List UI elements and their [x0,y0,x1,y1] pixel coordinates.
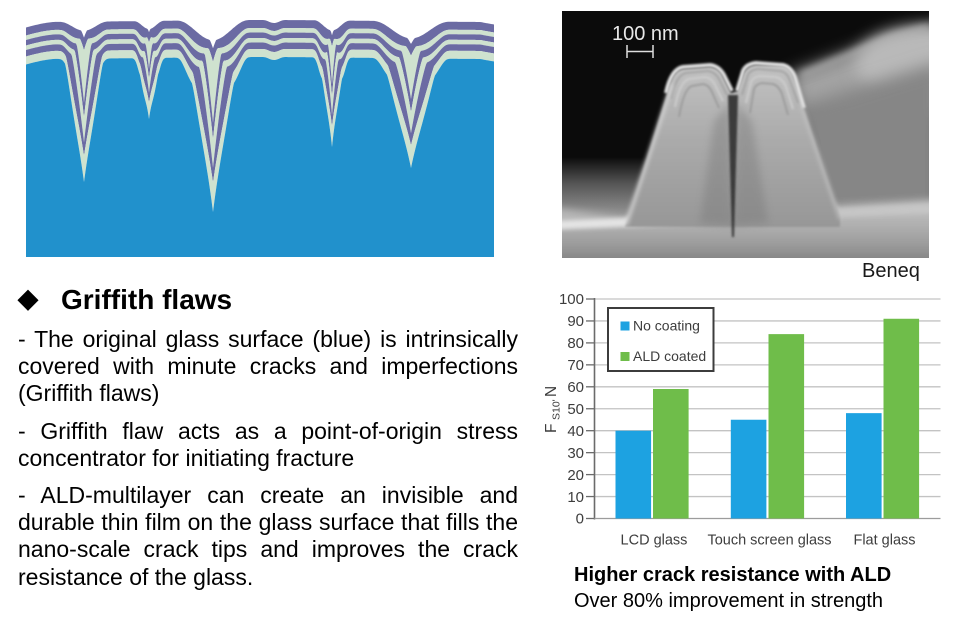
svg-text:30: 30 [567,445,584,462]
svg-text:80: 80 [567,335,584,352]
svg-text:N: N [543,386,560,397]
svg-text:ALD coated: ALD coated [633,348,706,364]
svg-text:70: 70 [567,357,584,374]
svg-text:Flat glass: Flat glass [853,533,915,549]
svg-text:40: 40 [567,423,584,440]
svg-text:50: 50 [567,401,584,418]
svg-text:Touch screen glass: Touch screen glass [707,533,831,549]
svg-text:No coating: No coating [633,318,700,334]
svg-text:60: 60 [567,379,584,396]
svg-text:20: 20 [567,467,584,484]
svg-text:0: 0 [576,511,584,528]
svg-text:S10': S10' [551,399,563,420]
svg-text:10: 10 [567,489,584,506]
svg-text:90: 90 [567,313,584,330]
svg-text:100: 100 [559,291,584,308]
svg-text:100 nm: 100 nm [612,23,679,45]
svg-text:LCD glass: LCD glass [621,533,688,549]
svg-text:F: F [543,424,560,433]
